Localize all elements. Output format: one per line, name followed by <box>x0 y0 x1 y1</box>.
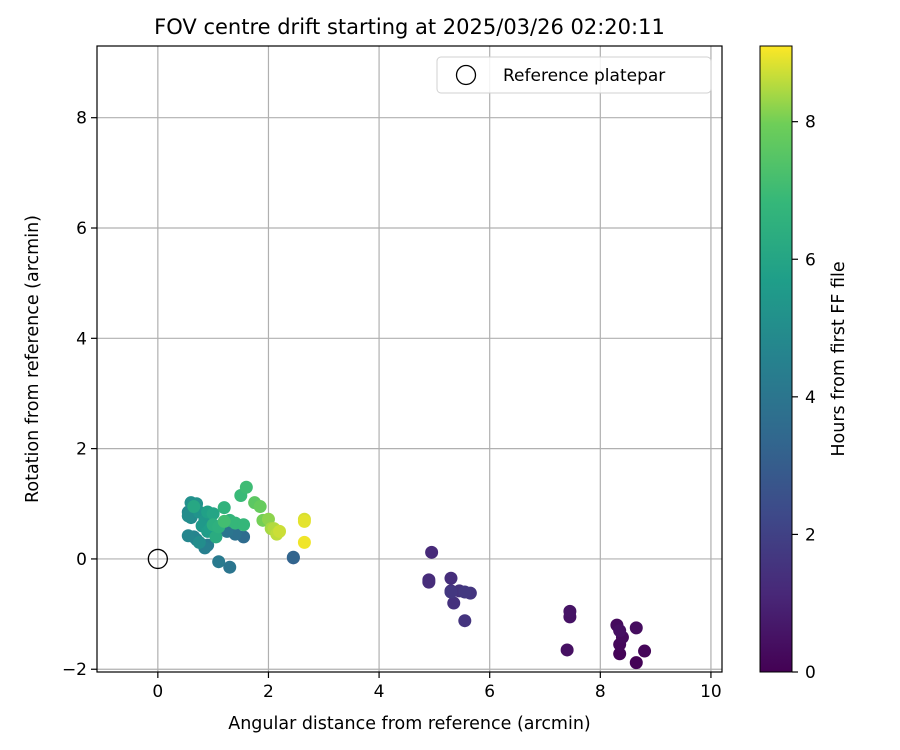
scatter-point <box>447 596 461 610</box>
scatter-point <box>181 529 195 543</box>
scatter-point <box>560 643 574 657</box>
scatter-point <box>181 509 195 523</box>
y-tick-label: 4 <box>76 329 87 349</box>
legend[interactable]: Reference platepar <box>436 56 712 94</box>
grid-lines <box>97 46 722 672</box>
scatter-point <box>217 514 231 528</box>
plot-frame <box>96 45 723 673</box>
colorbar-ticks: 0 2 4 6 8 <box>792 113 816 683</box>
scatter-point <box>458 614 472 628</box>
scatter-point <box>217 501 231 515</box>
scatter-point <box>422 575 436 589</box>
scatter-point <box>286 550 300 564</box>
data-points <box>147 480 652 670</box>
y-tick-label: 8 <box>76 109 87 129</box>
reference-platepar-marker <box>147 548 168 570</box>
x-tick-label: 6 <box>484 682 495 702</box>
colorbar-tick-label: 6 <box>805 250 816 270</box>
scatter-point <box>444 571 458 585</box>
scatter-point <box>613 647 627 661</box>
scatter-point <box>253 500 267 514</box>
scatter-point <box>613 624 627 638</box>
scatter-point <box>638 644 652 658</box>
y-tick-label: 6 <box>76 219 87 239</box>
colorbar-tick-label: 2 <box>805 525 816 545</box>
scatter-point <box>458 585 472 599</box>
y-tick-label: −2 <box>62 660 87 680</box>
y-axis-ticks: −2 0 2 4 6 8 <box>62 109 97 680</box>
chart-title: FOV centre drift starting at 2025/03/26 … <box>154 15 665 39</box>
scatter-point <box>297 535 311 549</box>
colorbar-tick-label: 4 <box>805 388 816 408</box>
x-axis-label: Angular distance from reference (arcmin) <box>228 714 591 734</box>
x-tick-label: 4 <box>374 682 385 702</box>
x-tick-label: 10 <box>700 682 722 702</box>
colorbar-label: Hours from first FF file <box>829 261 849 456</box>
scatter-point <box>239 480 253 494</box>
scatter-point <box>237 518 251 532</box>
legend-label-reference: Reference platepar <box>503 66 665 86</box>
colorbar-gradient <box>759 45 793 673</box>
x-tick-label: 8 <box>595 682 606 702</box>
scatter-point <box>187 500 201 514</box>
scatter-point <box>192 535 206 549</box>
scatter-point <box>444 585 458 599</box>
x-axis-ticks: 0 2 4 6 8 10 <box>152 672 722 702</box>
scatter-point <box>629 621 643 635</box>
y-tick-label: 2 <box>76 440 87 460</box>
scatter-point <box>273 524 287 538</box>
x-tick-label: 0 <box>152 682 163 702</box>
legend-box <box>436 56 712 94</box>
scatter-point <box>209 530 223 544</box>
x-tick-label: 2 <box>263 682 274 702</box>
scatter-point <box>563 604 577 618</box>
colorbar: 0 2 4 6 8 Hours from first FF file <box>759 45 849 683</box>
y-axis-label: Rotation from reference (arcmin) <box>23 215 43 503</box>
colorbar-tick-label: 0 <box>805 663 816 683</box>
scatter-point <box>629 656 643 670</box>
scatter-point <box>212 555 226 569</box>
scatter-point <box>425 545 439 559</box>
colorbar-tick-label: 8 <box>805 113 816 133</box>
y-tick-label: 0 <box>76 550 87 570</box>
scatter-point <box>206 507 220 521</box>
reference-marker-legend-icon <box>455 64 477 86</box>
scatter-point <box>223 560 237 574</box>
scatter-point <box>297 514 311 528</box>
